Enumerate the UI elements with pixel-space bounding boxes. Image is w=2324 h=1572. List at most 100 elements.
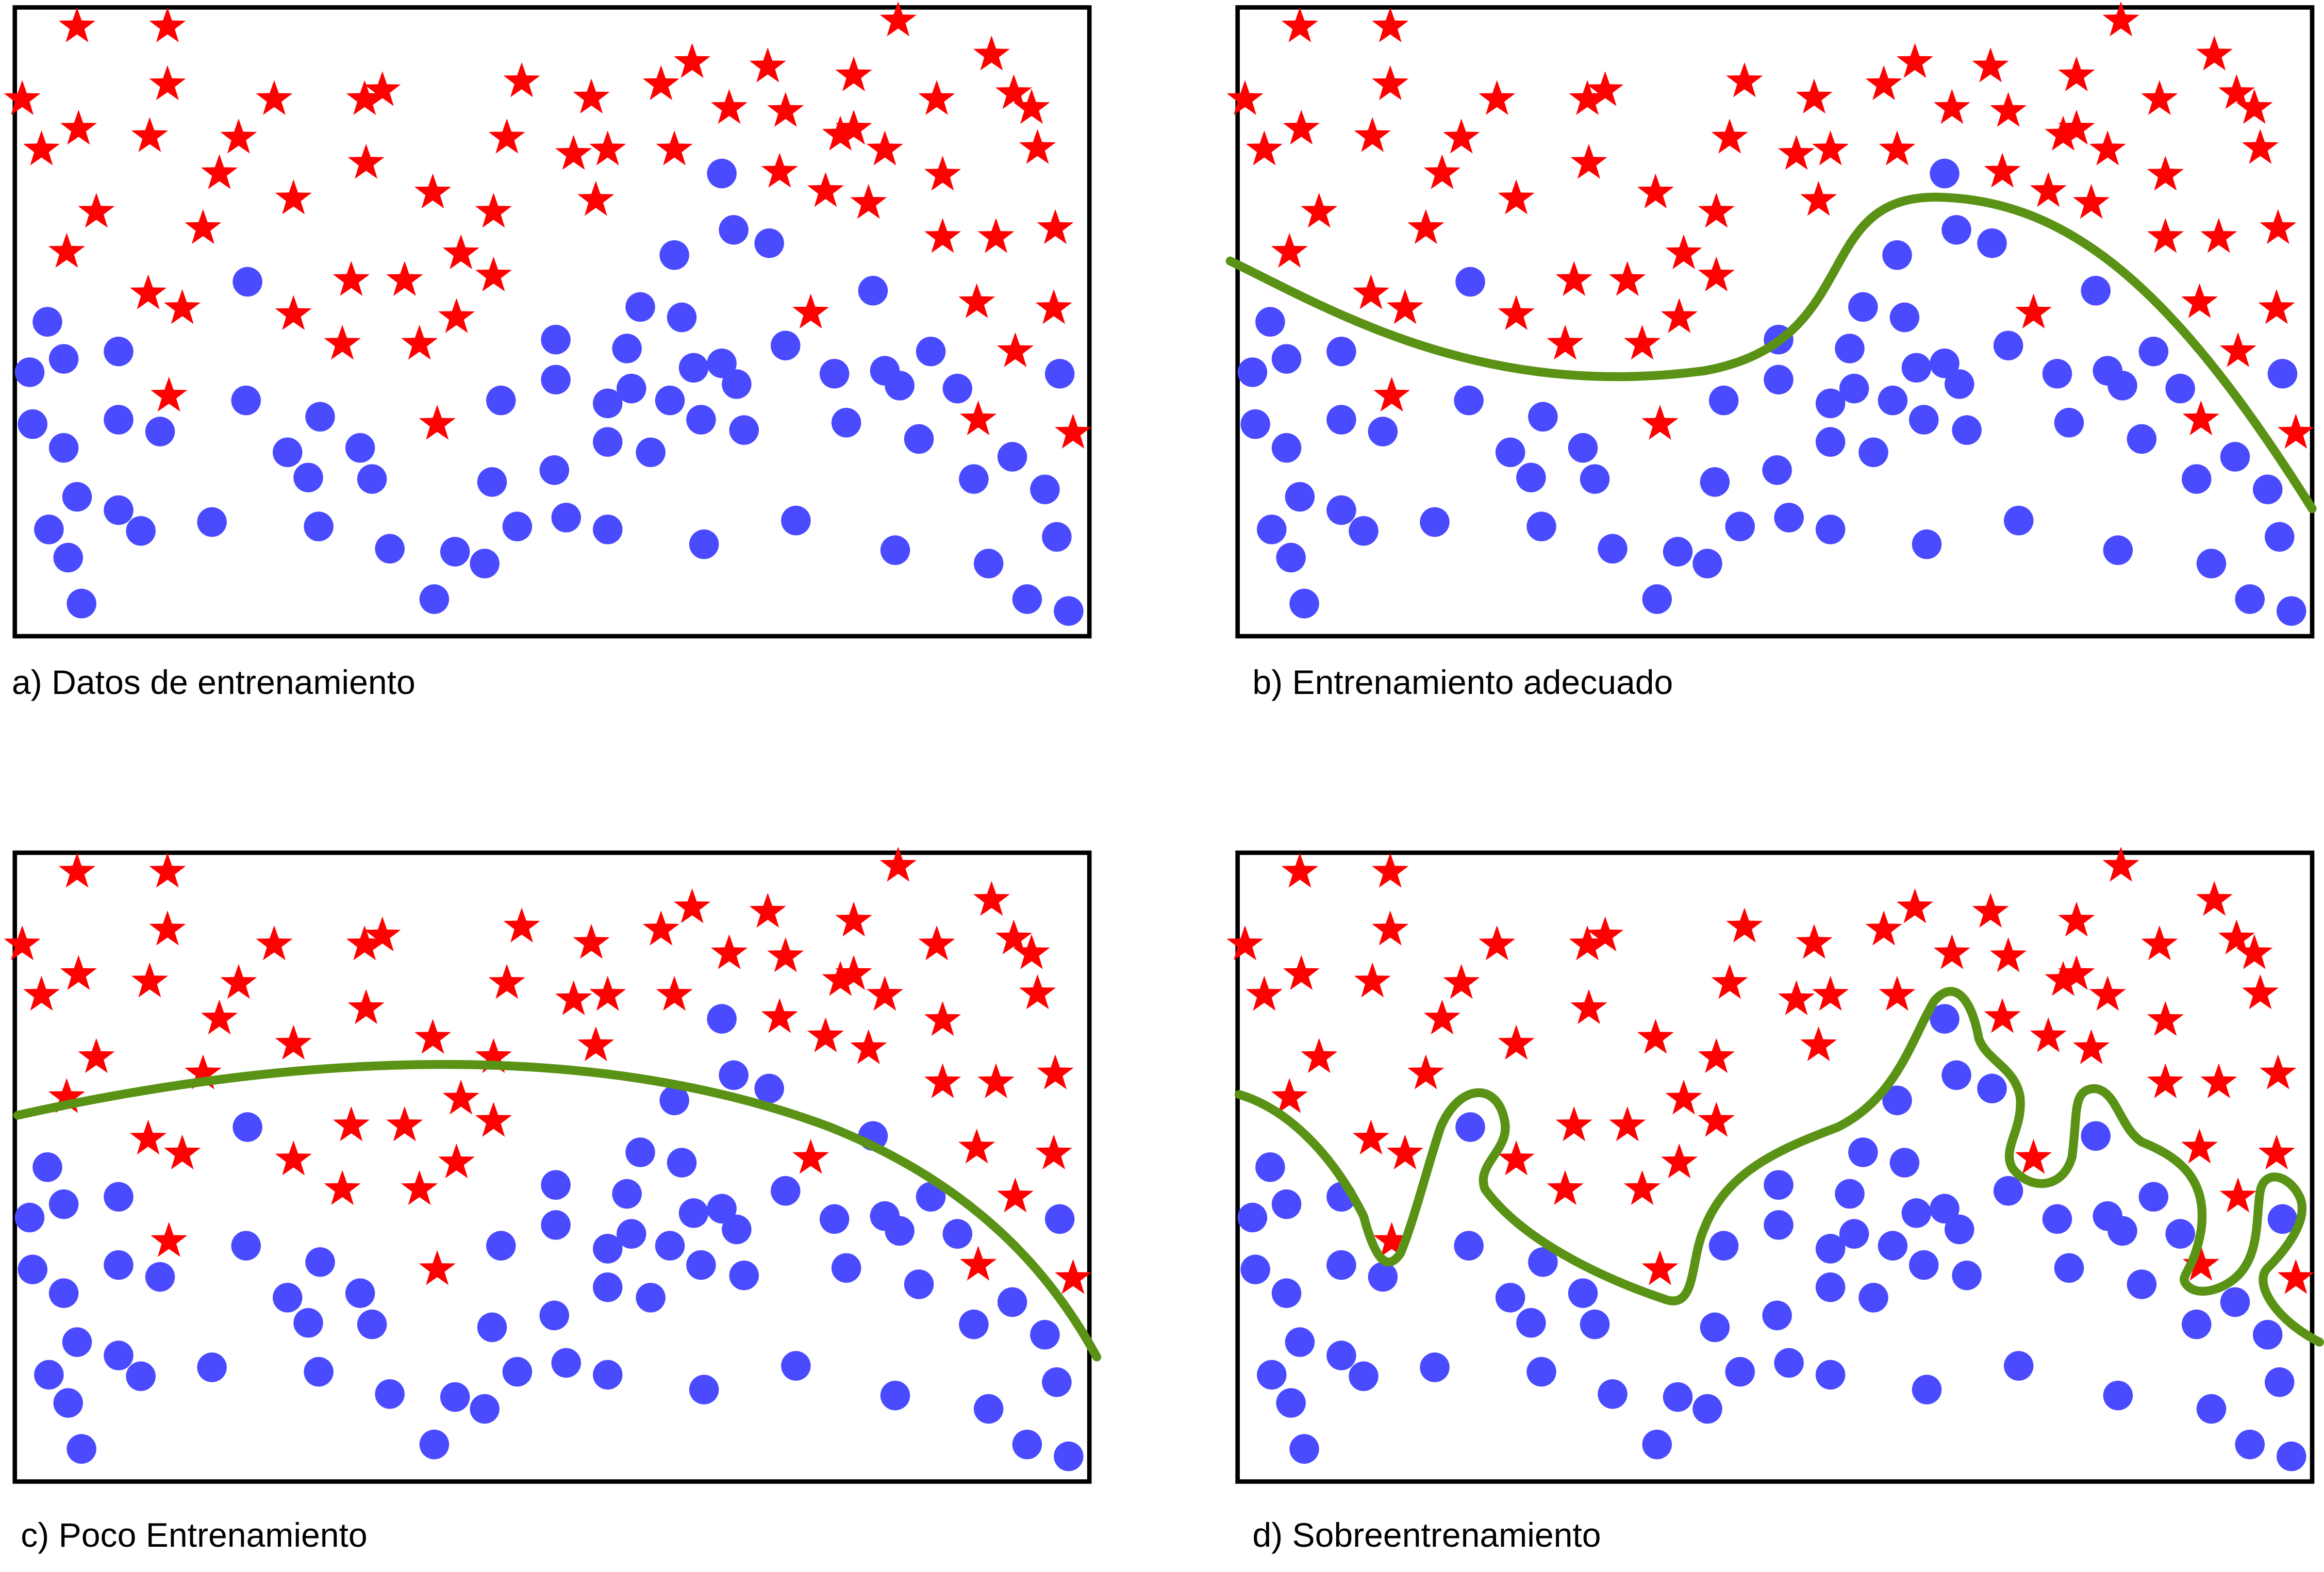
red-star-icon <box>1711 964 1748 999</box>
blue-dot-icon <box>2196 1394 2227 1424</box>
blue-dot-icon <box>636 437 666 468</box>
red-star-icon <box>1865 911 1902 946</box>
red-star-icon <box>1443 119 1480 154</box>
blue-dot-icon <box>2182 1309 2212 1339</box>
blue-dot-icon <box>1692 549 1722 578</box>
red-star-icon <box>2277 413 2314 449</box>
blue-dot-icon <box>1030 1320 1060 1350</box>
blue-dot-icon <box>14 1202 45 1233</box>
red-star-icon <box>2182 400 2219 436</box>
red-star-icon <box>1896 43 1934 78</box>
blue-dot-icon <box>502 1356 533 1387</box>
blue-dot-icon <box>1839 1219 1869 1249</box>
red-star-icon <box>866 975 903 1011</box>
blue-dot-icon <box>1454 385 1484 416</box>
red-star-icon <box>164 289 201 324</box>
blue-dot-icon <box>2165 373 2195 404</box>
red-star-icon <box>835 56 872 91</box>
blue-dot-icon <box>2253 1320 2283 1350</box>
red-star-icon <box>555 980 592 1015</box>
blue-dot-icon <box>655 1231 685 1261</box>
red-star-icon <box>2089 130 2126 166</box>
red-star-icon <box>577 1026 615 1062</box>
red-star-icon <box>256 80 293 115</box>
panel-b-frame <box>1235 5 2315 639</box>
blue-dot-icon <box>539 1300 569 1331</box>
blue-dot-icon <box>2127 424 2157 454</box>
blue-dot-icon <box>1815 1234 1846 1264</box>
blue-dot-icon <box>1700 467 1730 497</box>
blue-dot-icon <box>2277 1441 2306 1471</box>
red-star-icon <box>2030 172 2067 207</box>
blue-dot-icon <box>104 495 134 525</box>
blue-dot-icon <box>18 1254 47 1284</box>
blue-dot-icon <box>997 1287 1027 1317</box>
red-star-icon <box>1019 129 1056 164</box>
blue-dot-icon <box>1835 334 1865 363</box>
blue-dot-icon <box>470 1394 500 1424</box>
red-star-icon <box>2260 1054 2297 1089</box>
blue-dot-icon <box>62 1327 92 1357</box>
blue-dot-icon <box>729 415 759 445</box>
blue-dot-icon <box>1030 474 1060 504</box>
red-star-icon <box>1373 1222 1410 1257</box>
red-star-icon <box>1283 109 1320 145</box>
blue-dot-icon <box>1276 1388 1306 1418</box>
blue-dot-icon <box>233 267 262 297</box>
red-star-icon <box>4 80 41 115</box>
blue-dot-icon <box>1276 542 1306 573</box>
red-star-icon <box>1796 924 1833 959</box>
red-star-icon <box>1423 154 1460 189</box>
blue-dot-icon <box>486 385 516 416</box>
red-star-icon <box>346 925 383 961</box>
blue-dot-icon <box>1271 1189 1302 1219</box>
blue-dot-icon <box>1941 215 1971 245</box>
red-star-icon <box>973 881 1010 916</box>
blue-dot-icon <box>1815 388 1846 419</box>
blue-dot-icon <box>1580 464 1610 494</box>
red-star-icon <box>1407 1054 1445 1089</box>
blue-dot-icon <box>678 353 709 383</box>
blue-dot-icon <box>1815 1360 1846 1390</box>
red-star-icon <box>850 184 887 219</box>
red-star-icon <box>1569 925 1606 961</box>
blue-dot-icon <box>1255 307 1285 337</box>
red-star-icon <box>767 92 804 127</box>
blue-dot-icon <box>659 240 689 270</box>
red-star-icon <box>275 295 312 330</box>
red-star-icon <box>1865 65 1902 101</box>
red-star-icon <box>1778 135 1815 170</box>
red-star-icon <box>850 1029 887 1064</box>
blue-dot-icon <box>1598 1379 1628 1409</box>
blue-dot-icon <box>104 1250 134 1280</box>
red-star-icon <box>924 156 961 191</box>
blue-dot-icon <box>345 433 375 463</box>
blue-dot-icon <box>48 1189 79 1219</box>
red-star-icon <box>1796 78 1833 114</box>
red-star-icon <box>1812 130 1849 166</box>
blue-dot-icon <box>1930 348 1960 378</box>
red-star-icon <box>1013 89 1050 124</box>
red-star-icon <box>995 919 1033 955</box>
red-star-icon <box>1896 888 1934 923</box>
blue-dot-icon <box>1285 1327 1315 1357</box>
red-star-icon <box>2141 925 2178 961</box>
red-star-icon <box>973 36 1010 71</box>
red-star-icon <box>1354 117 1391 152</box>
red-star-icon <box>131 962 168 998</box>
blue-dot-icon <box>1012 584 1042 614</box>
blue-dot-icon <box>1271 433 1302 463</box>
blue-dot-icon <box>1858 1283 1888 1313</box>
red-star-icon <box>761 153 798 188</box>
red-star-icon <box>749 47 786 82</box>
red-star-icon <box>924 218 961 253</box>
red-star-icon <box>807 172 844 207</box>
blue-dot-icon <box>233 1112 262 1142</box>
blue-dot-icon <box>1516 1308 1546 1338</box>
red-star-icon <box>2258 289 2295 324</box>
blue-dot-icon <box>2220 1287 2250 1317</box>
blue-dot-icon <box>1580 1309 1610 1339</box>
red-star-icon <box>201 999 238 1035</box>
blue-dot-icon <box>625 1137 655 1167</box>
decision-boundary-underfit <box>13 1060 1102 1362</box>
